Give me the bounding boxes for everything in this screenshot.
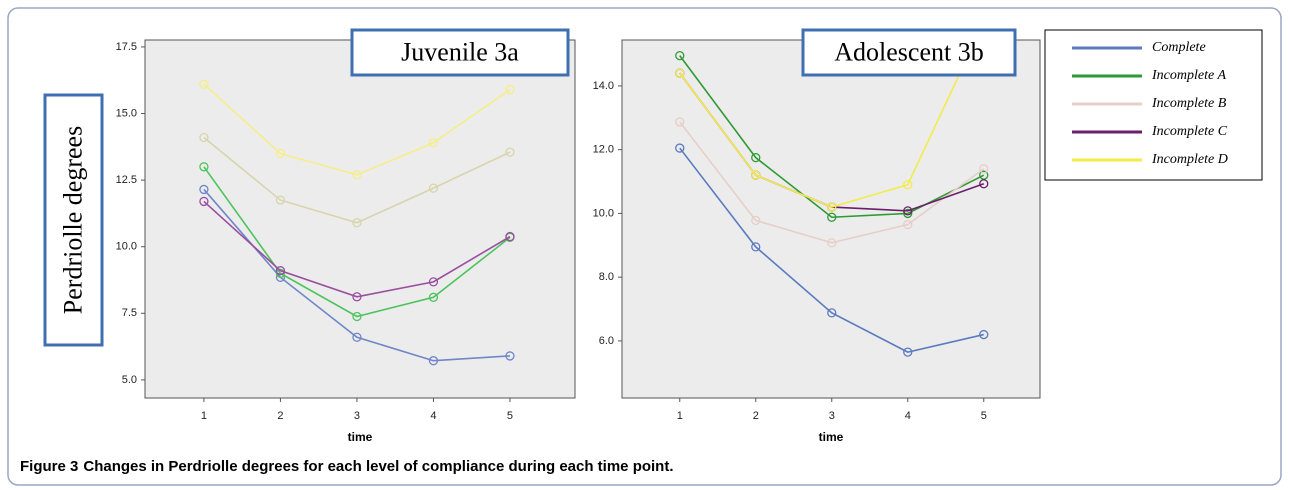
data-point xyxy=(352,292,362,302)
data-point xyxy=(352,218,362,228)
x-tick-label: 1 xyxy=(677,410,683,422)
series-line xyxy=(203,200,511,298)
data-point xyxy=(199,162,209,172)
plot-area xyxy=(621,39,1041,399)
data-point xyxy=(979,179,989,189)
legend-label: Complete xyxy=(1152,40,1206,55)
series-line xyxy=(203,166,511,318)
x-tick-label: 4 xyxy=(430,410,436,422)
series-line xyxy=(203,136,511,224)
y-tick-label: 12.0 xyxy=(593,144,614,156)
legend-label: Incomplete D xyxy=(1151,152,1228,167)
data-point xyxy=(903,347,913,357)
x-axis-label: time xyxy=(348,430,373,444)
data-point xyxy=(199,196,209,207)
x-axis-label: time xyxy=(819,430,844,444)
data-point xyxy=(675,50,685,61)
data-point xyxy=(675,117,685,127)
chart-title: Juvenile 3a xyxy=(401,37,519,66)
series xyxy=(199,196,515,302)
chart-title: Adolescent 3b xyxy=(834,37,983,66)
x-tick-label: 5 xyxy=(507,410,513,422)
data-point xyxy=(675,143,685,153)
series xyxy=(199,79,515,180)
caption: Figure 3 Changes in Perdriolle degrees fo… xyxy=(20,458,674,475)
data-point xyxy=(199,132,209,143)
y-tick-label: 15.0 xyxy=(116,107,137,119)
y-tick-label: 6.0 xyxy=(599,335,614,347)
caption-text: Changes in Perdriolle degrees for each l… xyxy=(83,458,673,475)
data-point xyxy=(275,195,286,205)
data-point xyxy=(428,356,439,366)
data-point xyxy=(352,311,362,322)
title-box xyxy=(350,28,570,77)
y-tick-label: 10.0 xyxy=(116,241,137,253)
data-point xyxy=(903,180,913,190)
series-line xyxy=(679,121,985,244)
data-point xyxy=(751,242,761,252)
x-tick-label: 2 xyxy=(277,410,283,422)
data-point xyxy=(275,266,286,276)
y-tick-label: 12.5 xyxy=(116,174,137,186)
x-tick-label: 2 xyxy=(753,410,759,422)
x-tick-label: 3 xyxy=(354,410,360,422)
data-point xyxy=(352,332,362,342)
series xyxy=(199,132,515,228)
data-point xyxy=(827,212,837,222)
figure-frame xyxy=(7,7,1282,486)
data-point xyxy=(827,202,837,212)
title-box xyxy=(801,28,1017,77)
y-tick-label: 17.5 xyxy=(116,41,137,53)
y-tick-label: 5.0 xyxy=(122,374,137,386)
y-tick-label: 8.0 xyxy=(599,271,614,283)
legend-label: Incomplete B xyxy=(1151,96,1227,111)
y-tick-label: 14.0 xyxy=(593,80,614,92)
data-point xyxy=(751,152,761,163)
data-point xyxy=(352,170,362,180)
y-tick-label: 10.0 xyxy=(593,207,614,219)
data-point xyxy=(428,277,439,287)
series xyxy=(199,162,515,322)
legend-label: Incomplete C xyxy=(1151,124,1228,139)
data-point xyxy=(428,183,439,193)
data-point xyxy=(980,18,988,26)
data-point xyxy=(428,292,439,302)
series xyxy=(675,117,989,248)
caption-label: Figure 3 xyxy=(20,458,78,475)
y-tick-label: 7.5 xyxy=(122,307,137,319)
series-line xyxy=(679,40,977,208)
data-point xyxy=(903,208,913,219)
data-point xyxy=(751,215,761,226)
y-axis-label: Perdriolle degrees xyxy=(58,126,87,314)
data-point xyxy=(505,147,515,157)
data-point xyxy=(505,351,515,361)
data-point xyxy=(505,84,515,95)
data-point xyxy=(428,138,439,148)
data-point xyxy=(751,170,761,180)
x-tick-label: 3 xyxy=(829,410,835,422)
series-line xyxy=(679,147,984,353)
data-point xyxy=(199,79,209,89)
x-tick-label: 1 xyxy=(201,410,207,422)
data-point xyxy=(675,68,685,78)
data-point xyxy=(827,238,837,248)
data-point xyxy=(275,268,286,278)
x-tick-label: 5 xyxy=(981,410,987,422)
series xyxy=(675,18,988,212)
data-point xyxy=(275,148,286,159)
data-point xyxy=(505,231,515,242)
series-line xyxy=(679,55,985,219)
series-line xyxy=(203,83,511,176)
data-point xyxy=(199,184,209,195)
y-label-box xyxy=(43,93,104,347)
data-point xyxy=(903,219,913,230)
data-point xyxy=(979,164,989,174)
legend-label: Incomplete A xyxy=(1151,68,1226,83)
data-point xyxy=(979,329,989,340)
series xyxy=(675,143,989,357)
data-point xyxy=(827,308,837,318)
data-point xyxy=(903,206,913,216)
x-tick-label: 4 xyxy=(905,410,911,422)
